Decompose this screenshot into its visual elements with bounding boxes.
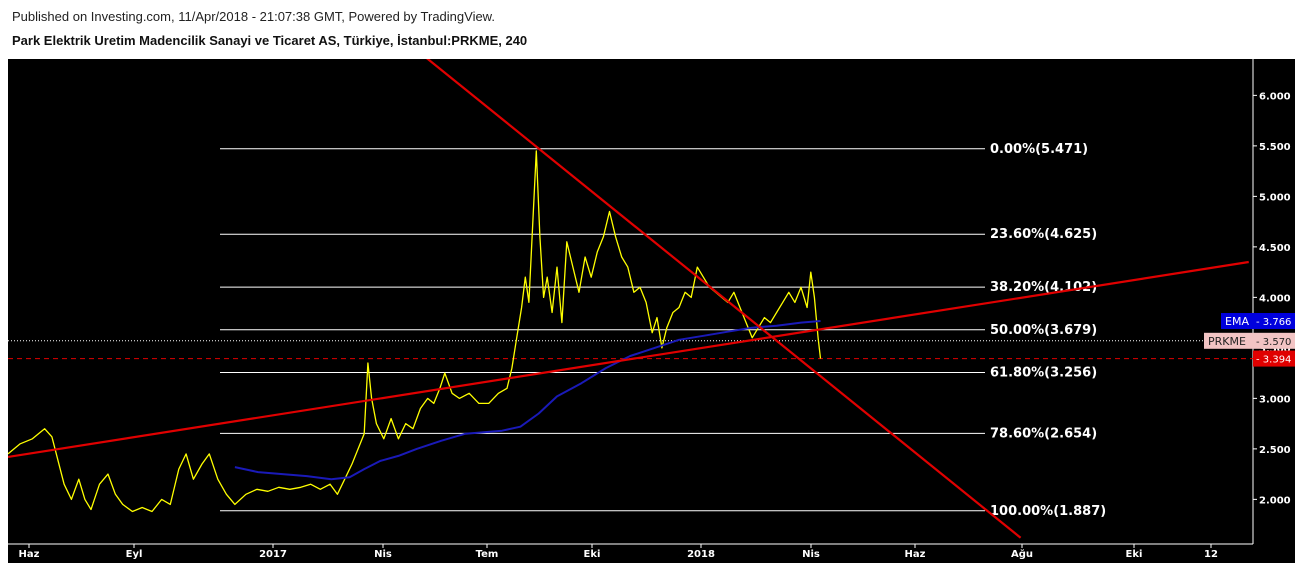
time-tick-label: Nis <box>374 549 392 560</box>
time-tick-label: Eki <box>584 549 601 560</box>
price-badge <box>1204 332 1295 349</box>
fib-level-label: 23.60%(4.625) <box>990 227 1097 242</box>
plot-background <box>8 59 1253 544</box>
time-tick-label: Ağu <box>1011 548 1033 560</box>
price-tick-label: 5.500 <box>1259 142 1291 153</box>
price-axis: 2.000 2.500 3.000 3.500 4.000 4.500 5.000 5.500… <box>1253 91 1291 506</box>
time-axis: Haz Eyl 2017 Nis Tem Eki 2018 Nis Haz Ağu Eki 12 <box>19 544 1218 560</box>
published-caption: Published on Investing.com, 11/Apr/2018 … <box>12 9 495 24</box>
price-tick-label: 4.500 <box>1259 243 1291 254</box>
fib-level-label: 61.80%(3.256) <box>990 366 1097 381</box>
price-badges: EMA - 3.766 PRKME - 3.570 - 3.394 <box>1204 313 1295 367</box>
time-tick-label: Haz <box>19 549 40 560</box>
fib-level-label: 78.60%(2.654) <box>990 426 1097 441</box>
time-tick-label: Haz <box>905 549 926 560</box>
time-tick-label: 2017 <box>259 549 287 560</box>
fib-level-label: 0.00%(5.471) <box>990 142 1088 157</box>
time-tick-label: Eki <box>1126 549 1143 560</box>
fib-level-label: 38.20%(4.102) <box>990 280 1097 295</box>
fib-level-label: 50.00%(3.679) <box>990 323 1097 338</box>
trendline <box>8 260 1249 459</box>
price-badge-value: - 3.570 <box>1256 337 1291 348</box>
ema-badge-label: EMA <box>1225 315 1249 328</box>
trendlines[interactable] <box>8 55 1249 539</box>
last-value-badge-value: - 3.394 <box>1256 355 1291 366</box>
ema-badge-value: - 3.766 <box>1256 317 1291 328</box>
price-tick-label: 2.500 <box>1259 445 1291 456</box>
price-tick-label: 3.000 <box>1259 394 1291 405</box>
price-tick-label: 6.000 <box>1259 91 1291 102</box>
price-badge-label: PRKME <box>1208 335 1246 348</box>
chart-title: Park Elektrik Uretim Madencilik Sanayi v… <box>12 33 528 48</box>
ema-line <box>234 320 821 481</box>
last-value-badge <box>1253 350 1295 367</box>
trendline <box>426 59 1022 539</box>
time-tick-label: Tem <box>476 549 499 560</box>
price-tick-label: 4.000 <box>1259 293 1291 304</box>
time-scale-background <box>8 544 1295 563</box>
ema-badge <box>1221 313 1295 330</box>
price-tick-label: 2.000 <box>1259 495 1291 506</box>
fibonacci-levels: 0.00%(5.471) 23.60%(4.625) 38.20%(4.102) 50… <box>220 142 1106 519</box>
fib-level-label: 100.00%(1.887) <box>990 504 1106 519</box>
price-scale-background <box>1253 59 1295 544</box>
price-tick-label: 3.500 <box>1259 344 1291 355</box>
time-tick-label: 12 <box>1204 549 1218 560</box>
time-tick-label: Nis <box>802 549 820 560</box>
price-tick-label: 5.000 <box>1259 192 1291 203</box>
time-tick-label: Eyl <box>126 549 143 560</box>
time-tick-label: 2018 <box>687 549 715 560</box>
